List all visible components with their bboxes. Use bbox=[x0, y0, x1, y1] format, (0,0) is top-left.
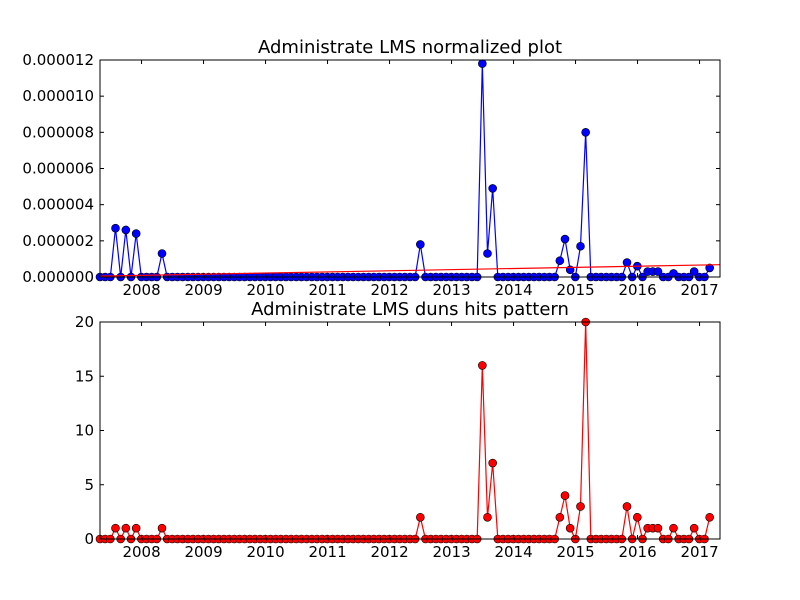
duns-series-0-point bbox=[576, 502, 585, 511]
duns-series-0-point bbox=[555, 512, 565, 522]
duns-hits-title: Administrate LMS duns hits pattern bbox=[251, 299, 569, 320]
duns-series-0-point bbox=[669, 523, 678, 533]
normalized-x-tick-label: 2013 bbox=[432, 281, 470, 299]
normalized-series-0-point bbox=[555, 256, 565, 266]
duns-series-0-point bbox=[478, 361, 487, 370]
duns-hits-chart: Administrate LMS duns hits pattern 2008 2… bbox=[75, 299, 721, 561]
duns-series-0-point bbox=[111, 523, 120, 533]
normalized-series-0-point bbox=[131, 229, 141, 238]
duns-x-tick-label: 2010 bbox=[246, 543, 284, 561]
normalized-x-tick-label: 2016 bbox=[618, 281, 656, 299]
duns-x-tick-label: 2016 bbox=[618, 543, 656, 561]
normalized-y-tick-label: 0.000004 bbox=[22, 196, 94, 214]
duns-series-0-point bbox=[131, 523, 141, 533]
normalized-y-tick-label: 0.000006 bbox=[22, 160, 94, 178]
duns-x-tick-label: 2013 bbox=[432, 543, 470, 561]
duns-series-0-point bbox=[633, 512, 642, 522]
normalized-x-tick-label: 2012 bbox=[370, 281, 408, 299]
normalized-series-0-point bbox=[689, 267, 699, 276]
normalized-series-0-point bbox=[111, 223, 120, 233]
normalized-x-tick-label: 2010 bbox=[246, 281, 284, 299]
duns-series-0-point bbox=[560, 491, 570, 500]
normalized-series-0-point bbox=[121, 225, 131, 235]
duns-series-0-point bbox=[689, 523, 699, 533]
normalized-x-tick-label: 2009 bbox=[184, 281, 222, 299]
duns-series-0-point bbox=[565, 523, 575, 533]
duns-y-tick-label: 0 bbox=[84, 530, 94, 548]
normalized-x-tick-label: 2008 bbox=[122, 281, 160, 299]
normalized-series-0-point bbox=[157, 249, 167, 258]
duns-x-tick-label: 2014 bbox=[494, 543, 532, 561]
normalized-y-tick-label: 0.000010 bbox=[22, 87, 94, 105]
duns-series-0-point bbox=[157, 523, 167, 533]
normalized-series-0-point bbox=[488, 184, 497, 193]
duns-y-tick-label: 10 bbox=[75, 422, 94, 440]
normalized-series-0-point bbox=[576, 241, 585, 251]
normalized-series-0-point bbox=[581, 128, 590, 137]
normalized-series-0-point bbox=[560, 234, 570, 244]
normalized-x-tick-label: 2017 bbox=[680, 281, 718, 299]
duns-series-0-point bbox=[416, 512, 425, 522]
duns-series-0-point bbox=[483, 512, 492, 522]
duns-x-tick-label: 2017 bbox=[680, 543, 718, 561]
duns-series-0-point bbox=[705, 512, 714, 522]
normalized-x-tick-label: 2015 bbox=[556, 281, 594, 299]
duns-series-0-point bbox=[622, 502, 632, 511]
duns-y-tick-label: 20 bbox=[75, 313, 94, 331]
normalized-x-tick-label: 2011 bbox=[308, 281, 346, 299]
normalized-x-tick-label: 2014 bbox=[494, 281, 532, 299]
normalized-series-0-point bbox=[478, 59, 487, 68]
duns-y-tick-label: 15 bbox=[75, 367, 94, 385]
duns-x-tick-label: 2009 bbox=[184, 543, 222, 561]
duns-x-tick-label: 2008 bbox=[122, 543, 160, 561]
duns-series-0-point bbox=[121, 523, 131, 533]
duns-x-tick-label: 2015 bbox=[556, 543, 594, 561]
duns-x-tick-label: 2012 bbox=[370, 543, 408, 561]
duns-series-0-point bbox=[653, 523, 663, 533]
normalized-y-tick-label: 0.000012 bbox=[22, 51, 94, 69]
normalized-series-0-point bbox=[705, 263, 714, 273]
normalized-y-tick-label: 0.000000 bbox=[22, 268, 94, 286]
duns-x-tick-label: 2011 bbox=[308, 543, 346, 561]
normalized-series-0-point bbox=[653, 267, 663, 276]
normalized-plot-chart: Administrate LMS normalized plot 2008 200… bbox=[22, 37, 721, 299]
duns-series-0-point bbox=[488, 458, 497, 468]
normalized-series-0-point bbox=[622, 258, 632, 267]
normalized-series-0-point bbox=[483, 249, 492, 258]
duns-y-tick-label: 5 bbox=[84, 476, 94, 494]
normalized-series-0-point bbox=[416, 240, 425, 249]
normalized-y-tick-label: 0.000008 bbox=[22, 123, 94, 141]
normalized-plot-title: Administrate LMS normalized plot bbox=[258, 37, 562, 58]
normalized-y-tick-label: 0.000002 bbox=[22, 232, 94, 250]
